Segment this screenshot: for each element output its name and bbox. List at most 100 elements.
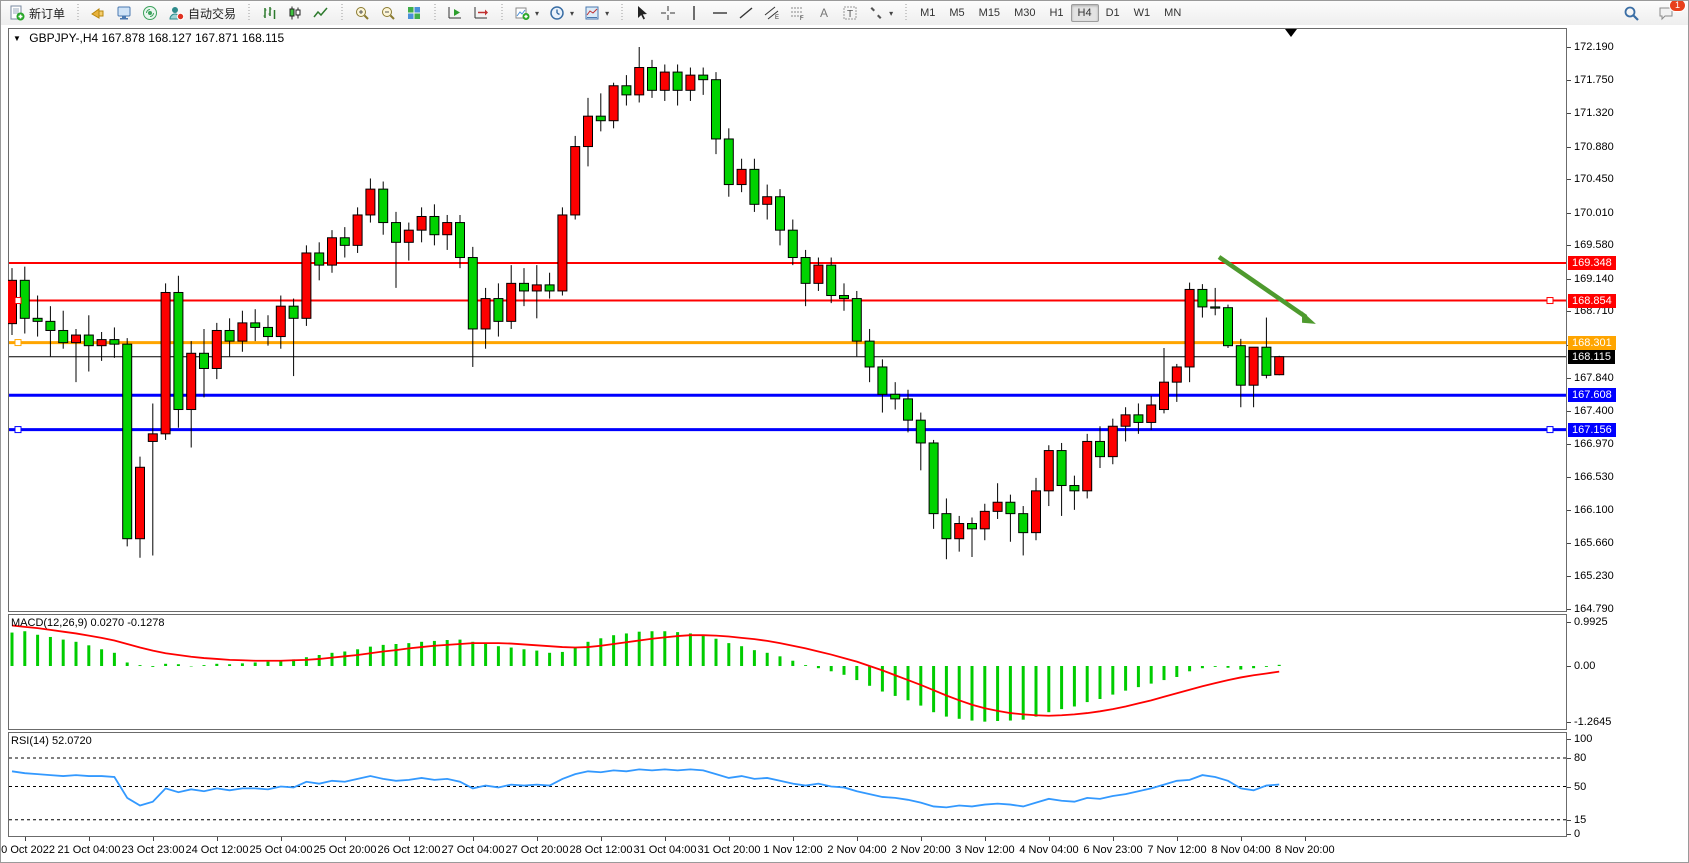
signal-button[interactable]	[137, 3, 163, 23]
candle	[339, 237, 350, 246]
candle	[429, 215, 440, 236]
bar-chart-button[interactable]	[256, 3, 282, 23]
candle	[749, 168, 760, 205]
dropdown-arrow-icon: ▾	[535, 8, 540, 18]
fibonacci-tool-button[interactable]: F	[785, 3, 811, 23]
candle	[1223, 307, 1233, 347]
tick-mark	[1567, 834, 1571, 835]
time-tick-mark	[89, 837, 90, 841]
candle	[736, 168, 747, 186]
cursor-tool-button[interactable]	[629, 3, 655, 23]
auto-trading-button[interactable]: 自动交易	[163, 3, 241, 23]
candle	[455, 222, 465, 259]
search-button[interactable]	[1618, 3, 1645, 23]
toolbar-separator	[246, 4, 252, 22]
candle	[1018, 513, 1029, 534]
vertical-line-tool-button[interactable]	[681, 3, 707, 23]
rsi-label: RSI(14) 52.0720	[11, 735, 92, 747]
main-chart-canvas[interactable]	[8, 28, 1567, 612]
zoom-in-button[interactable]	[349, 3, 375, 23]
candle	[96, 339, 107, 347]
terminal-button[interactable]	[111, 3, 137, 23]
chart-shift-button[interactable]	[468, 3, 494, 23]
timeframe-button-mn[interactable]: MN	[1157, 4, 1188, 22]
timeframe-button-m1[interactable]: M1	[913, 4, 942, 22]
macd-panel-canvas[interactable]	[8, 614, 1567, 730]
timeframe-button-m30[interactable]: M30	[1007, 4, 1042, 22]
dropdown-arrow-icon: ▾	[889, 8, 894, 18]
auto-trading-label: 自动交易	[188, 6, 237, 21]
time-axis[interactable]: 20 Oct 2022 21 Oct 04:00 23 Oct 23:00 24 Oc…	[0, 837, 1688, 862]
zoom-out-button[interactable]	[375, 3, 401, 23]
candlestick-chart-button[interactable]	[282, 3, 308, 23]
timeframe-button-m5[interactable]: M5	[942, 4, 971, 22]
crosshair-tool-button[interactable]	[655, 3, 681, 23]
new-order-label: 新订单	[29, 6, 66, 21]
candle	[621, 85, 632, 96]
candle	[813, 264, 824, 284]
candle	[851, 298, 862, 342]
candle	[147, 433, 158, 442]
time-label: 20 Oct 2022	[0, 844, 55, 856]
auto-scroll-button[interactable]	[442, 3, 468, 23]
timeframe-button-h1[interactable]: H1	[1042, 4, 1070, 22]
price-line-badge-167.156: 167.156	[1568, 422, 1616, 437]
ohlc-low: 167.871	[195, 31, 239, 45]
candle	[122, 343, 133, 540]
text-label-tool-button[interactable]: T	[837, 3, 863, 23]
candle	[327, 237, 337, 266]
trendline-tool-button[interactable]	[733, 3, 759, 23]
rsi-tick: 0	[1574, 828, 1581, 840]
tick-mark	[1567, 575, 1571, 577]
timeframe-button-m15[interactable]: M15	[972, 4, 1007, 22]
candle	[314, 252, 325, 266]
timeframe-group: M1 M5 M15 M30 H1 H4 D1 W1 MN	[910, 1, 1191, 25]
horizontal-line-tool-button[interactable]	[707, 3, 733, 23]
templates-button[interactable]: ▾	[579, 3, 614, 23]
indicators-button[interactable]: ▾	[509, 3, 544, 23]
auto-scroll-icon	[448, 7, 462, 19]
candle	[378, 188, 389, 224]
time-label: 31 Oct 20:00	[697, 844, 761, 856]
candle	[595, 115, 606, 122]
chart-header: ▼ GBPJPY-,H4 167.878 168.127 167.871 168…	[13, 31, 284, 45]
candle	[1082, 440, 1093, 492]
candle	[557, 214, 568, 292]
text-tool-button[interactable]: A	[811, 3, 837, 23]
timeframe-button-w1[interactable]: W1	[1127, 4, 1158, 22]
price-axis[interactable]: 172.190 171.750 171.320 170.880 170.450 170.0…	[1567, 25, 1688, 840]
rsi-tick: 15	[1574, 813, 1587, 826]
periods-icon	[550, 6, 564, 20]
candle	[480, 298, 491, 330]
line-chart-button[interactable]	[308, 3, 334, 23]
notifications-button[interactable]: 1	[1653, 1, 1686, 23]
bar-chart-icon	[263, 7, 276, 19]
timeframe-button-h4[interactable]: H4	[1070, 4, 1099, 22]
time-label: 2 Nov 20:00	[891, 844, 951, 856]
macd-value-signal: -0.1278	[127, 617, 165, 629]
price-line-badge-168.854: 168.854	[1568, 293, 1616, 308]
time-label: 21 Oct 04:00	[57, 844, 121, 856]
candle	[634, 67, 645, 96]
periods-button[interactable]: ▾	[544, 3, 579, 23]
time-tick-mark	[857, 837, 858, 841]
time-tick-mark	[281, 837, 282, 841]
candle	[608, 85, 619, 122]
channel-tool-button[interactable]: E	[759, 3, 785, 23]
candle	[506, 282, 517, 322]
new-order-button[interactable]: 新订单	[4, 3, 70, 23]
arrows-tool-button[interactable]: ▾	[863, 3, 898, 23]
timeframe-button-d1[interactable]: D1	[1099, 4, 1127, 22]
candle	[915, 419, 926, 444]
tile-windows-button[interactable]	[401, 3, 427, 23]
candle	[1210, 306, 1221, 309]
candle	[519, 282, 529, 292]
candle	[864, 340, 875, 368]
symbol-dropdown-icon[interactable]: ▼	[13, 34, 21, 43]
megaphone-button[interactable]	[85, 3, 111, 23]
candle	[301, 252, 312, 319]
tick-mark	[1567, 477, 1571, 479]
rsi-tick: 50	[1574, 780, 1587, 793]
rsi-panel-canvas[interactable]	[8, 732, 1567, 837]
